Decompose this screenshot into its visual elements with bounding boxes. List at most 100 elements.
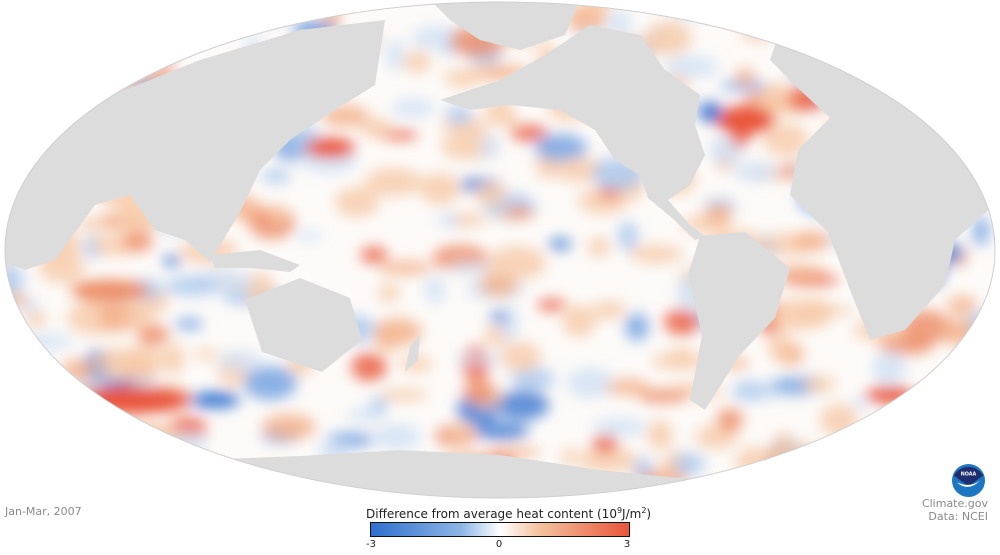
cool-anomaly <box>62 2 102 26</box>
warm-anomaly <box>773 433 793 445</box>
warm-anomaly <box>507 206 531 218</box>
cool-anomaly <box>236 2 288 23</box>
warm-anomaly <box>932 436 962 466</box>
warm-anomaly <box>638 389 688 403</box>
cool-anomaly <box>535 134 587 162</box>
warm-anomaly <box>193 349 219 359</box>
north-america <box>440 25 705 240</box>
warm-anomaly <box>797 298 833 328</box>
warm-anomaly <box>463 379 495 403</box>
svg-text:NOAA: NOAA <box>961 472 977 478</box>
cool-anomaly <box>296 231 322 241</box>
warm-anomaly <box>271 204 287 224</box>
warm-anomaly <box>123 346 163 376</box>
warm-anomaly <box>151 34 175 62</box>
warm-anomaly <box>947 296 977 314</box>
warm-anomaly <box>142 2 196 30</box>
cool-anomaly <box>973 216 989 246</box>
unit-close: ) <box>646 507 652 521</box>
cool-anomaly <box>955 440 981 454</box>
warm-anomaly <box>420 173 460 205</box>
cool-anomaly <box>511 368 555 390</box>
warm-anomaly <box>378 261 432 275</box>
warm-anomaly <box>69 469 123 493</box>
warm-anomaly <box>128 424 166 440</box>
cool-anomaly <box>455 354 505 364</box>
unit-exp2: 2 <box>641 506 647 515</box>
cool-anomaly <box>935 2 965 10</box>
warm-anomaly <box>629 245 683 263</box>
cool-anomaly <box>720 81 768 91</box>
warm-anomaly <box>735 68 755 86</box>
cool-anomaly <box>927 107 971 129</box>
warm-anomaly <box>335 187 379 217</box>
warm-anomaly <box>67 447 93 479</box>
strong-anomaly <box>698 102 722 122</box>
warm-anomaly <box>97 426 151 442</box>
warm-anomaly <box>883 44 917 60</box>
warm-anomaly <box>811 15 861 31</box>
color-scale-bar <box>370 522 630 537</box>
warm-anomaly <box>537 299 567 311</box>
cool-anomaly <box>732 381 770 401</box>
date-label: Jan-Mar, 2007 <box>5 505 82 518</box>
warm-anomaly <box>5 68 37 100</box>
warm-anomaly <box>938 391 994 407</box>
warm-anomaly <box>137 442 159 468</box>
warm-anomaly <box>76 218 108 230</box>
warm-anomaly <box>8 7 68 29</box>
cool-anomaly <box>64 49 88 61</box>
antarctica <box>5 450 995 498</box>
asia <box>5 20 385 270</box>
warm-anomaly <box>374 318 422 346</box>
warm-anomaly <box>403 51 431 73</box>
landmasses <box>5 2 995 498</box>
warm-anomaly <box>5 148 25 166</box>
cool-anomaly <box>425 276 445 304</box>
warm-anomaly <box>845 432 893 452</box>
cool-anomaly <box>497 390 549 420</box>
warm-anomaly <box>946 35 995 47</box>
warm-anomaly <box>71 25 95 43</box>
warm-anomaly <box>747 2 781 24</box>
warm-anomaly <box>13 90 65 102</box>
warm-anomaly <box>740 25 774 41</box>
cool-anomaly <box>218 351 262 371</box>
cool-anomaly <box>490 311 508 323</box>
cool-anomaly <box>175 318 203 330</box>
warm-anomaly <box>948 71 990 85</box>
cool-anomaly <box>97 438 143 460</box>
site-credit: Climate.gov <box>921 497 988 510</box>
warm-anomaly <box>562 305 596 337</box>
strong-anomaly <box>190 392 240 408</box>
cool-anomaly <box>140 2 194 18</box>
warm-anomaly <box>736 447 772 477</box>
cool-anomaly <box>606 11 632 35</box>
cool-anomaly <box>110 2 158 21</box>
warm-anomaly <box>510 125 548 141</box>
warm-anomaly <box>841 2 859 32</box>
warm-anomaly <box>705 204 733 224</box>
warm-anomaly <box>579 447 637 473</box>
cool-anomaly <box>593 418 647 436</box>
warm-anomaly <box>592 435 618 453</box>
warm-anomaly <box>88 428 114 446</box>
cool-anomaly <box>39 11 77 35</box>
warm-anomaly <box>501 114 519 128</box>
warm-anomaly <box>475 182 507 206</box>
warm-anomaly <box>8 402 38 430</box>
cool-anomaly <box>166 276 218 296</box>
warm-anomaly <box>60 100 82 122</box>
australia <box>245 278 362 372</box>
warm-anomaly <box>914 397 964 413</box>
warm-anomaly <box>768 333 792 361</box>
legend-tick-mid: 0 <box>495 539 503 550</box>
cool-anomaly <box>872 351 906 385</box>
credit: Climate.gov Data: NCEI <box>922 497 988 523</box>
warm-anomaly <box>378 389 428 401</box>
cool-anomaly <box>981 100 995 120</box>
heat-content-map <box>4 1 996 499</box>
warm-anomaly <box>974 2 995 18</box>
indonesia <box>210 250 300 272</box>
cool-anomaly <box>80 24 132 40</box>
